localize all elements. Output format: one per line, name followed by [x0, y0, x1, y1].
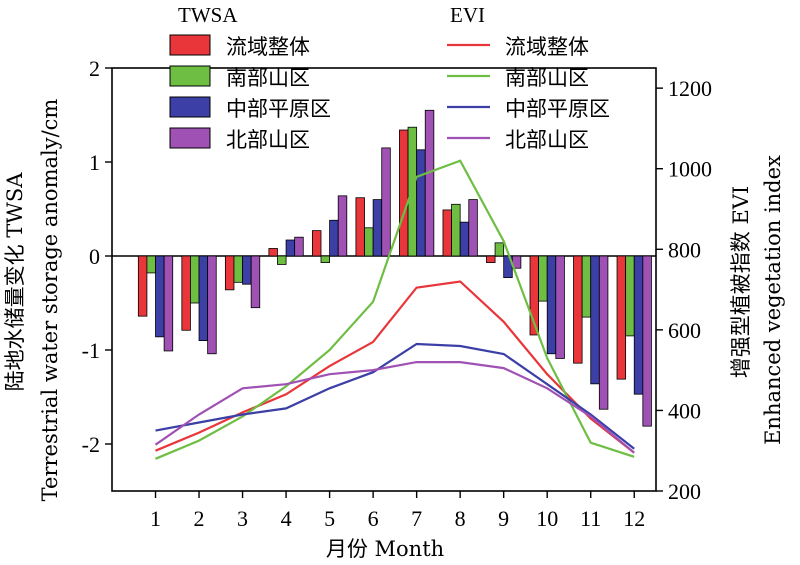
x-tick-label: 12: [623, 506, 645, 531]
bar: [224, 255, 235, 291]
bar: [320, 255, 331, 263]
legend-label: 流域整体: [505, 35, 589, 59]
x-tick-label: 1: [150, 506, 161, 531]
x-tick-label: 3: [237, 506, 248, 531]
legend-swatch: [169, 65, 211, 87]
legend-label: 南部山区: [505, 66, 589, 90]
bar: [355, 197, 365, 257]
bar: [146, 255, 156, 274]
x-tick-label: 4: [281, 506, 292, 531]
bar: [451, 203, 461, 257]
legend-title-twsa: TWSA: [178, 3, 238, 27]
bar: [250, 255, 261, 309]
legend-label: 流域整体: [226, 35, 310, 59]
x-tick-label: 11: [580, 506, 601, 531]
bar: [242, 255, 252, 285]
plot-frame: [111, 67, 657, 492]
y-right-tick-label: 600: [668, 318, 701, 343]
bar: [268, 248, 278, 257]
bar: [294, 236, 304, 257]
legend-swatch: [169, 127, 211, 149]
bar: [329, 219, 339, 257]
y-right-label-cn: 增强型植被指数 EVI: [729, 186, 753, 378]
bar: [486, 255, 496, 263]
bar: [233, 255, 243, 283]
bar: [546, 255, 557, 355]
bar: [198, 255, 209, 341]
y-right-label-en: Enhanced vegetation index: [761, 155, 785, 445]
x-tick-label: 9: [498, 506, 509, 531]
y-right-tick-label: 400: [668, 398, 701, 423]
bar: [311, 230, 322, 257]
y-left-tick-label: 2: [89, 56, 100, 81]
x-tick-label: 8: [455, 506, 466, 531]
y-left-tick-label: -2: [82, 432, 100, 457]
legend-title-evi: EVI: [450, 3, 485, 27]
evi-line: [155, 159, 635, 460]
y-right-tick-label: 1200: [668, 76, 712, 101]
y-left-tick-label: -1: [82, 338, 100, 363]
bar: [181, 255, 191, 331]
bar: [137, 255, 148, 317]
x-tick-label: 6: [368, 506, 379, 531]
bar: [190, 255, 200, 304]
y-right-tick-label: 1000: [668, 157, 712, 182]
bar: [598, 255, 609, 410]
evi-line: [155, 342, 635, 450]
bar: [442, 209, 452, 257]
bar: [633, 255, 644, 395]
y-right-tick-label: 200: [668, 479, 701, 504]
y-left-tick-label: 1: [89, 150, 100, 175]
evi-line: [154, 361, 635, 454]
bar: [285, 239, 296, 257]
x-axis-label: 月份 Month: [326, 537, 444, 561]
legend-label: 中部平原区: [505, 97, 610, 121]
bar: [207, 255, 217, 355]
bar: [538, 255, 548, 302]
y-left-label-en: Terrestrial water storage anomaly/cm: [38, 99, 62, 502]
bar: [616, 255, 627, 380]
bar: [399, 129, 409, 257]
bar: [573, 255, 583, 364]
bar: [381, 147, 391, 257]
bar: [163, 255, 174, 352]
bar: [155, 255, 165, 338]
bar: [337, 195, 348, 257]
bar: [372, 199, 383, 257]
bar: [494, 242, 505, 257]
legend-swatch: [169, 34, 211, 56]
bar: [416, 149, 426, 257]
x-tick-label: 2: [194, 506, 205, 531]
bar: [555, 255, 565, 359]
bar: [468, 199, 478, 257]
bar: [625, 255, 635, 337]
x-tick-label: 10: [536, 506, 558, 531]
y-left-label-cn: 陆地水储量变化 TWSA: [3, 172, 27, 392]
x-tick-label: 5: [324, 506, 335, 531]
bar: [642, 255, 652, 427]
legend-label: 中部平原区: [226, 97, 331, 121]
legend-label: 北部山区: [226, 128, 310, 152]
bar: [459, 221, 470, 257]
x-tick-label: 7: [411, 506, 422, 531]
y-right-tick-label: 800: [668, 237, 701, 262]
bar: [581, 255, 592, 318]
bar: [364, 227, 374, 257]
legend-swatch: [169, 96, 211, 118]
bar: [424, 109, 435, 257]
bar: [277, 255, 287, 265]
bar: [590, 255, 600, 385]
legend-label: 南部山区: [226, 66, 310, 90]
legend-label: 北部山区: [505, 128, 589, 152]
y-left-tick-label: 0: [89, 244, 100, 269]
